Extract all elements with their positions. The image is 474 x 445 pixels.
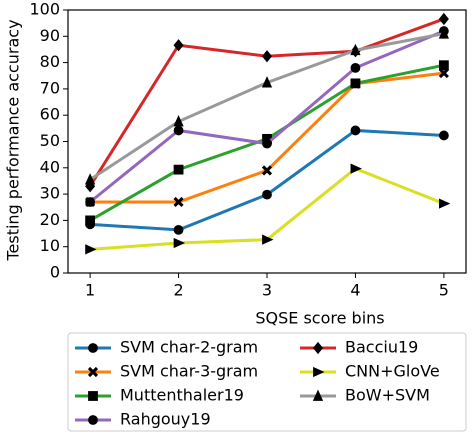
legend-label: Muttenthaler19 [120,386,244,405]
y-tick-label: 70 [40,78,60,97]
y-tick-label: 10 [40,236,60,255]
y-tick-label: 80 [40,52,60,71]
marker [173,237,186,249]
marker [312,389,324,401]
marker [173,164,184,175]
marker [173,196,184,208]
x-tick-label: 2 [173,281,183,300]
x-tick-label: 1 [85,281,95,300]
marker [438,130,449,141]
marker [88,343,98,353]
legend-label: Rahgouy19 [120,410,211,429]
x-tick-label: 3 [262,281,272,300]
marker [173,39,184,52]
marker [438,68,449,79]
y-tick-label: 100 [29,0,60,19]
marker [350,78,361,89]
y-axis-label: Testing performance accuracy [4,19,23,261]
x-tick-label: 4 [350,281,360,300]
marker [313,366,325,378]
legend-label: BoW+SVM [345,386,430,405]
marker [262,189,272,200]
marker [350,163,362,174]
marker [261,50,273,63]
marker [85,215,96,226]
marker [262,138,272,149]
y-tick-label: 30 [40,184,60,203]
marker [87,366,99,378]
legend-label: CNN+GloVe [345,362,440,381]
marker [88,415,98,425]
y-tick-label: 20 [40,210,60,229]
y-tick-label: 50 [40,131,60,150]
marker [261,76,273,88]
y-tick-label: 40 [40,157,60,176]
marker [88,391,98,401]
marker [173,224,184,235]
legend-label: SVM char-2-gram [120,338,258,357]
y-tick-label: 0 [50,263,60,282]
marker [350,43,361,56]
marker [173,115,184,127]
y-tick-label: 60 [40,105,60,124]
marker [84,173,96,185]
marker [262,234,274,245]
marker [261,165,273,176]
marker [350,125,361,136]
marker [173,125,184,136]
marker [438,60,449,71]
legend-label: Bacciu19 [345,338,418,357]
x-tick-label: 5 [439,281,449,300]
marker [312,341,324,355]
legend-label: SVM char-3-gram [120,362,258,381]
y-tick-label: 90 [40,26,60,45]
marker [438,12,449,26]
x-axis-label: SQSE score bins [255,309,384,328]
marker [438,27,450,39]
marker [85,197,96,207]
marker [350,62,361,73]
marker [438,198,451,209]
legend-box [67,332,467,432]
marker [85,244,97,255]
